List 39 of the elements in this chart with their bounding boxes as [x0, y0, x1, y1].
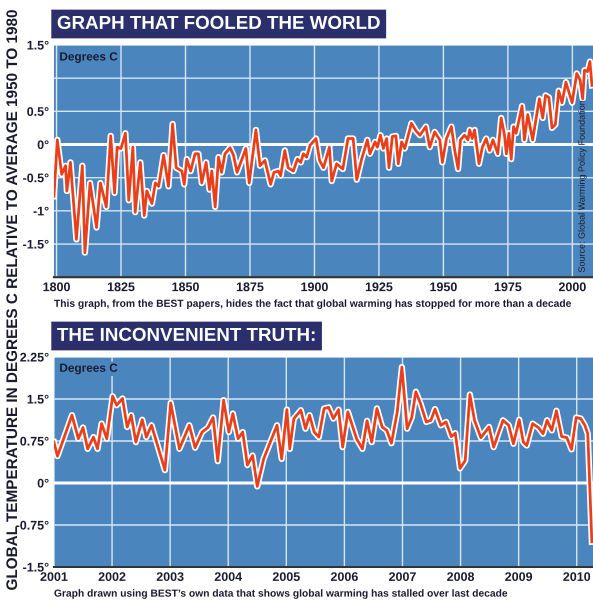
y-tick-label: 0.75° [20, 436, 49, 446]
y-axis-title: Degrees C [60, 52, 118, 63]
y-axis-title: Degrees C [60, 364, 118, 374]
x-tick-label: 1975 [494, 282, 522, 292]
y-tick-label: 1.5° [28, 40, 49, 50]
x-tick-label: 2006 [330, 572, 358, 582]
y-tick-label: 1.5° [28, 394, 49, 404]
y-tick-label: 0° [38, 478, 49, 488]
x-tick-label: 1900 [301, 282, 328, 292]
x-tick-label: 2003 [156, 572, 184, 582]
x-tick-label: 2001 [40, 572, 68, 582]
x-tick-label: 2000 [558, 282, 586, 292]
x-tick-label: 1925 [366, 282, 392, 292]
x-tick-label: 1950 [430, 282, 457, 292]
x-tick-label: 1875 [236, 282, 264, 292]
chart-title: GRAPH THAT FOOLED THE WORLD [58, 16, 380, 30]
y-tick-label: -0.5° [23, 173, 49, 182]
x-tick-label: 1825 [108, 282, 135, 292]
y-tick-label: 2.25° [20, 352, 49, 362]
x-tick-label: 1800 [43, 282, 70, 292]
annotation: Source: Global Warming Policy Foundation [578, 100, 587, 272]
y-tick-label: -1.5° [23, 240, 49, 249]
y-tick-label: 0.5° [27, 107, 49, 116]
text: GLOBAL TEMPERATURE IN DEGREES C RELATIVE TO AVERAGE 1950 TO 1980 [6, 10, 18, 590]
chart-title: THE INCONVENIENT TRUTH: [57, 328, 314, 342]
text: Graph drawn using BEST’s own data that shows global warming has stalled over last decade [54, 589, 508, 599]
x-tick-label: 2010 [563, 572, 590, 582]
y-tick-label: -1.5° [23, 562, 49, 572]
text: This graph, from the BEST papers, hides the fact that global warming has stopped for more than a decade [54, 299, 572, 310]
x-tick-label: 2008 [447, 572, 474, 582]
x-tick-label: 2009 [505, 572, 532, 582]
x-tick-label: 1850 [172, 282, 199, 292]
y-tick-label: 0° [38, 140, 49, 150]
x-tick-label: 2002 [98, 572, 126, 582]
y-tick-label: -1° [33, 206, 49, 216]
x-tick-label: 2004 [214, 572, 242, 582]
x-tick-label: 2005 [272, 572, 300, 582]
x-tick-label: 2007 [389, 572, 416, 582]
y-tick-label: -0.75° [16, 520, 49, 530]
